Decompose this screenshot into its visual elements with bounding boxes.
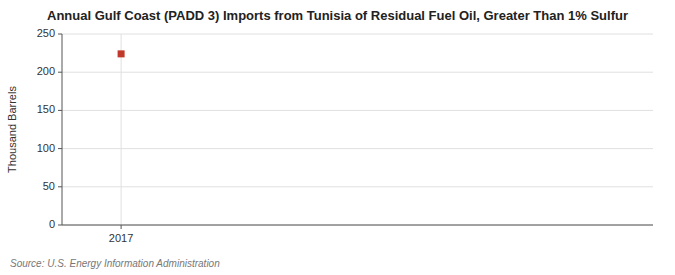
grid-line-y [62,34,653,35]
y-tick-label: 200 [37,65,55,77]
marks [118,50,125,57]
x-tick [121,225,122,229]
grid-line-y [62,148,653,149]
y-tick-label: 50 [43,180,55,192]
axes: 0 50 100 150 200 250 2017 [37,27,653,244]
grid-line-x [121,34,122,225]
y-tick-label: 150 [37,103,55,115]
title: Annual Gulf Coast (PADD 3) Imports from … [47,8,628,23]
chart: 0 50 100 150 200 250 2017 Thousand Barrels Annua… [0,0,675,275]
x-axis-line [62,225,653,226]
grid [62,34,653,225]
y-axis-line [62,34,63,225]
chart-container: 0 50 100 150 200 250 2017 Thousand Barrels Annua… [0,0,675,275]
y-tick [58,148,62,149]
grid-line-y [62,110,653,111]
y-tick [58,186,62,187]
grid-line-y [62,225,653,226]
y-tick [58,225,62,226]
grid-line-y [62,72,653,73]
y-tick [58,110,62,111]
y-tick-label: 100 [37,142,55,154]
y-tick-label: 0 [49,218,55,230]
y-axis-label: Thousand Barrels [6,86,18,173]
y-tick [58,72,62,73]
source-note: Source: U.S. Energy Information Administ… [10,258,220,269]
y-tick-label: 250 [37,27,55,39]
data-point [118,50,125,57]
x-tick-label: 2017 [109,232,133,244]
grid-line-y [62,186,653,187]
y-tick [58,34,62,35]
